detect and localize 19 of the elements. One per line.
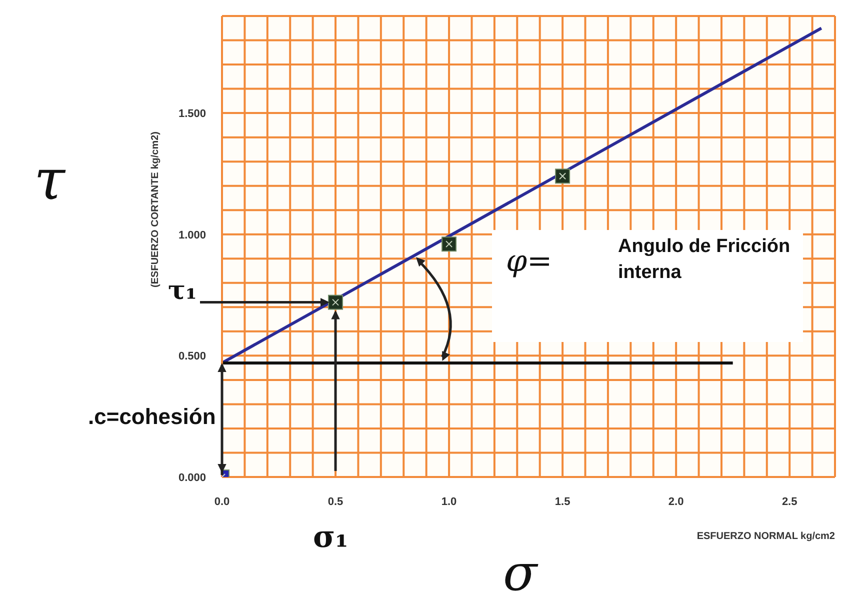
y-tick-label: 0.000	[178, 472, 206, 484]
text: .c=cohesión	[88, 404, 216, 430]
y-tick-label: 0.500	[178, 350, 206, 363]
annotation: τ₁	[168, 276, 197, 306]
text: σ₁	[313, 520, 348, 555]
x-tick-label: 0.5	[328, 496, 344, 508]
x-axis-title: ESFUERZO NORMAL kg/cm2	[696, 531, 836, 542]
y-tick-label: 1.000	[178, 229, 206, 242]
annotation: Angulo de Fricción interna	[618, 235, 792, 285]
x-tick-label: 2.0	[668, 496, 684, 508]
text: σ	[503, 544, 538, 601]
text: τ	[34, 148, 65, 213]
x-tick-label: 1.5	[554, 496, 570, 508]
x-tick-label: 2.5	[782, 496, 798, 508]
y-tick-label: 1.500	[178, 108, 206, 120]
y-axis-title: (ESFUERZO CORTANTE kg/cm2)	[150, 132, 161, 288]
x-tick-label: 1.0	[441, 496, 457, 508]
x-tick-label: 0.0	[214, 496, 230, 508]
annotation: φ=	[506, 244, 552, 279]
